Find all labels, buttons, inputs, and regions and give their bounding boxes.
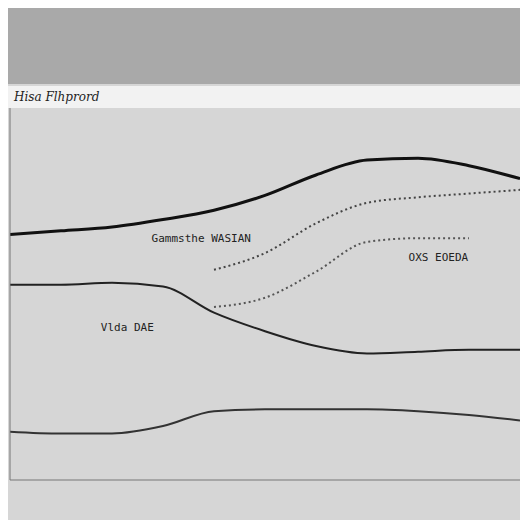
svg-text:OXS EOEDA: OXS EOEDA <box>409 251 469 264</box>
svg-text:Vlda DAE: Vlda DAE <box>101 321 154 334</box>
svg-text:Gammsthe WASIAN: Gammsthe WASIAN <box>152 232 251 245</box>
html-text:Hisa Flhprord: Hisa Flhprord <box>14 90 100 104</box>
